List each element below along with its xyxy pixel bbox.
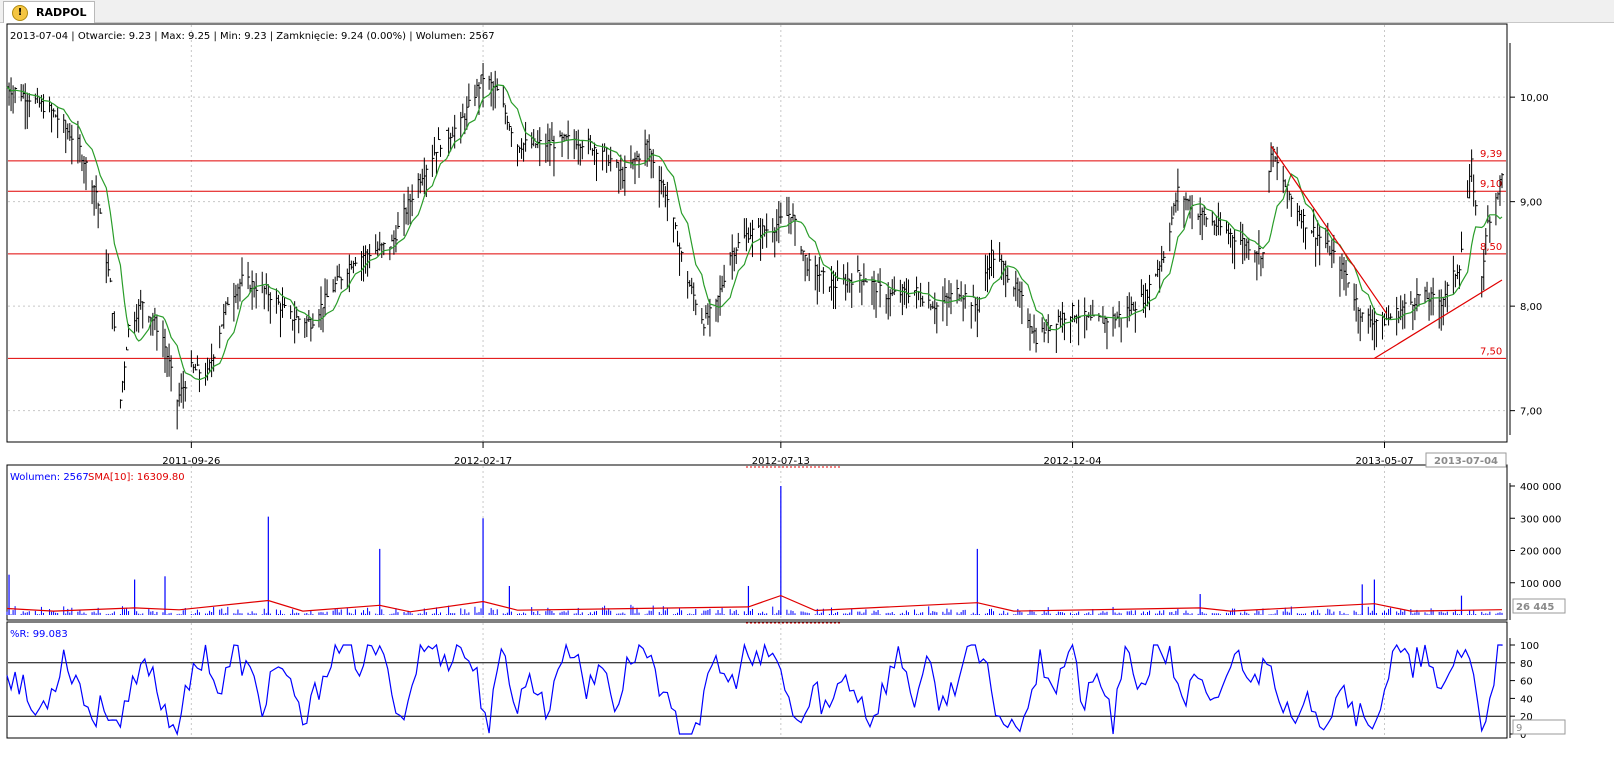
wr-last-badge-box xyxy=(1512,719,1566,735)
last-date-badge: 2013-07-04 xyxy=(1434,456,1498,467)
wr-line xyxy=(6,642,1503,736)
warning-icon: ! xyxy=(12,4,28,21)
wr-y-tick-label: 80 xyxy=(1520,659,1533,670)
volume-y-tick-label: 400 000 xyxy=(1520,482,1561,493)
wr-y-tick-label: 100 xyxy=(1520,641,1539,652)
last-date-badge-box xyxy=(1425,452,1507,468)
price-y-tick-label: 9,00 xyxy=(1520,198,1542,209)
volume-sma-label: SMA[10]: 16309.80 xyxy=(88,472,185,483)
grid xyxy=(8,25,1506,737)
price-info-header: 2013-07-04 | Otwarcie: 9.23 | Max: 9.25 … xyxy=(10,31,495,42)
volume-label: Wolumen: 2567 xyxy=(10,472,89,483)
volume-last-badge: 26 445 xyxy=(1516,602,1554,613)
volume-y-tick-label: 300 000 xyxy=(1520,514,1561,525)
price-panel-frame xyxy=(6,23,1508,443)
tab-radpol[interactable]: ! RADPOL xyxy=(3,1,95,23)
trendlines xyxy=(1270,145,1503,359)
price-y-tick-label: 8,00 xyxy=(1520,302,1542,313)
volume-panel-frame xyxy=(6,464,1508,621)
price-bars xyxy=(6,62,1504,430)
trendline xyxy=(1270,145,1388,314)
wr-y-tick-label: 60 xyxy=(1520,677,1533,688)
level-label: 7,50 xyxy=(1480,346,1502,357)
x-tick-label: 2013-05-07 xyxy=(1355,456,1413,467)
volume-sma-line xyxy=(6,594,1503,613)
tab-label: RADPOL xyxy=(36,6,87,19)
level-label: 8,50 xyxy=(1480,242,1502,253)
wr-y-tick-label: 40 xyxy=(1520,694,1533,705)
wr-panel-frame xyxy=(6,621,1508,739)
stock-chart: 9,399,108,507,50 2011-09-26 2012-02-17 201… xyxy=(6,23,1566,741)
price-y-tick-label: 10,00 xyxy=(1520,93,1549,104)
wr-label: %R: 99.083 xyxy=(10,629,68,640)
volume-y-tick-label: 100 000 xyxy=(1520,579,1561,590)
x-tick-label: 2012-02-17 xyxy=(454,456,512,467)
wr-y-tick-label: 20 xyxy=(1520,712,1533,723)
price-y-tick-label: 7,00 xyxy=(1520,407,1542,418)
x-tick-label: 2011-09-26 xyxy=(162,456,220,467)
volume-bars xyxy=(6,486,1503,615)
x-tick-label: 2012-07-13 xyxy=(752,456,810,467)
x-tick-label: 2012-12-04 xyxy=(1043,456,1101,467)
volume-last-badge-box xyxy=(1512,598,1566,614)
level-label: 9,39 xyxy=(1480,149,1502,160)
wr-levels xyxy=(8,662,1506,717)
volume-y-tick-label: 200 000 xyxy=(1520,547,1561,558)
price-levels: 9,39 9,10 8,50 7,50 xyxy=(8,149,1506,359)
price-sma-line xyxy=(6,84,1503,381)
tab-bar: ! RADPOL xyxy=(0,0,1614,23)
wr-y-tick-label: 0 xyxy=(1520,730,1526,741)
level-label: 9,10 xyxy=(1480,179,1502,190)
axes: 2011-09-26 2012-02-17 2012-07-13 2012-12-04… xyxy=(162,93,1561,741)
wr-last-badge: 9 xyxy=(1516,723,1522,734)
trendline xyxy=(1374,279,1503,359)
